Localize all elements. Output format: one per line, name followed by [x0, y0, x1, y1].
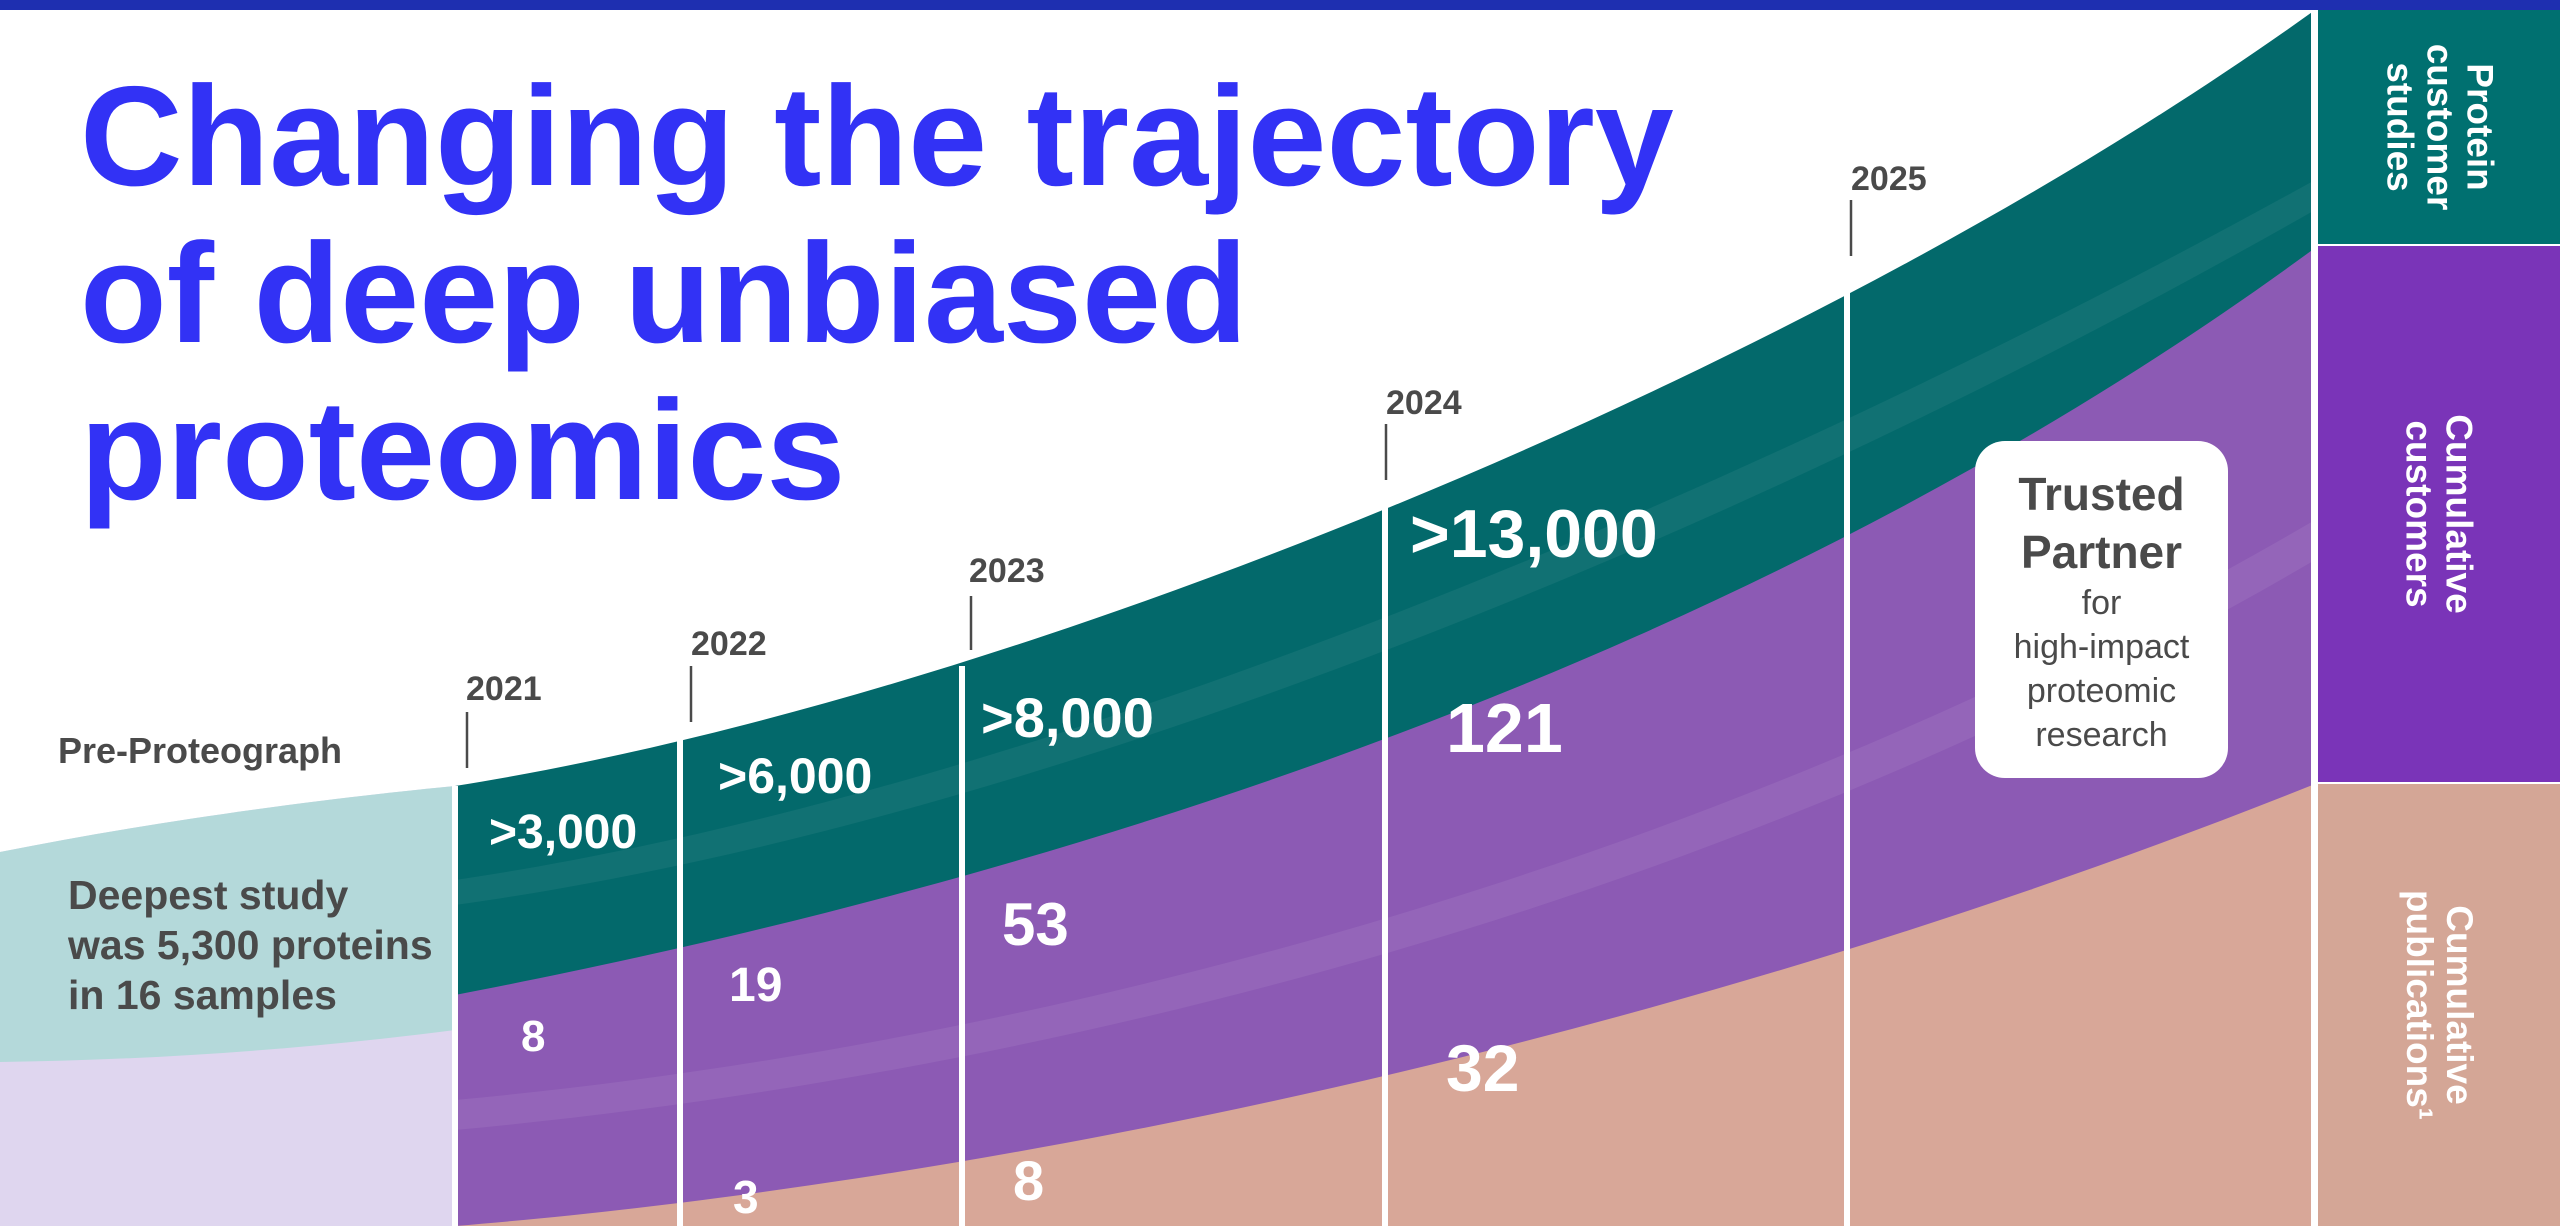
trusted-title-line-1: Trusted — [2018, 468, 2185, 520]
year-label-2025: 2025 — [1851, 160, 1927, 198]
studies-label-2023: >8,000 — [981, 686, 1154, 749]
page-title: Changing the trajectory of deep unbiased… — [80, 58, 1780, 529]
legend-studies-line-2: customer — [2419, 43, 2460, 211]
studies-label-2024: >13,000 — [1410, 496, 1658, 572]
legend-customers-line-1: Cumulative — [2439, 414, 2480, 614]
legend-peach-block — [2318, 784, 2560, 1226]
customers-label-2021: 8 — [521, 1012, 546, 1061]
publications-label-2024: 32 — [1446, 1031, 1520, 1105]
title-line-3: proteomics — [80, 371, 846, 530]
legend-purple-block — [2318, 246, 2560, 782]
pre-proteograph-note: Deepest study was 5,300 proteins in 16 s… — [68, 870, 488, 1020]
publications-label-2022: 3 — [733, 1171, 759, 1223]
trusted-partner-callout: Trusted Partner for high-impact proteomi… — [1975, 441, 2228, 778]
pre-teal-band — [0, 786, 455, 1062]
studies-label-2021: >3,000 — [489, 806, 638, 859]
title-line-1: Changing the trajectory — [80, 57, 1674, 216]
legend-cumulative-customers: Cumulative customers — [2318, 246, 2560, 782]
legend-publications-line-1: Cumulative — [2438, 905, 2480, 1105]
legend-customers-line-2: customers — [2399, 420, 2440, 608]
trusted-body-line-2: high-impact — [2013, 628, 2190, 666]
year-label-2024: 2024 — [1386, 384, 1462, 422]
pre-proteograph-label: Pre-Proteograph — [58, 730, 343, 771]
year-label-2021: 2021 — [466, 670, 542, 708]
pre-note-line-3: in 16 samples — [68, 972, 337, 1018]
pre-note-line-1: Deepest study — [68, 872, 349, 918]
legend-publications-line-2: publications¹ — [2398, 889, 2440, 1121]
trusted-title-line-2: Partner — [2020, 526, 2183, 578]
trusted-body-line-1: for — [2081, 584, 2122, 622]
legend-protein-customer-studies: Protein customer studies — [2318, 10, 2560, 244]
customers-label-2022: 19 — [729, 959, 783, 1012]
year-label-2022: 2022 — [691, 625, 767, 663]
studies-label-2022: >6,000 — [718, 748, 873, 804]
title-line-2: of deep unbiased — [80, 214, 1248, 373]
customers-label-2023: 53 — [1002, 891, 1069, 958]
year-label-2023: 2023 — [969, 552, 1045, 590]
publications-label-2023: 8 — [1013, 1149, 1045, 1212]
trusted-body-line-4: research — [2035, 716, 2168, 754]
legend-teal-block — [2318, 10, 2560, 244]
customers-label-2024: 121 — [1446, 689, 1563, 767]
trusted-body-line-3: proteomic — [2026, 672, 2177, 710]
legend-cumulative-publications: Cumulative publications¹ — [2318, 784, 2560, 1226]
legend-studies-line-3: studies — [2379, 62, 2420, 192]
pre-note-line-2: was 5,300 proteins — [68, 922, 433, 968]
legend-studies-line-1: Protein — [2459, 63, 2500, 191]
top-accent-bar — [0, 0, 2560, 10]
